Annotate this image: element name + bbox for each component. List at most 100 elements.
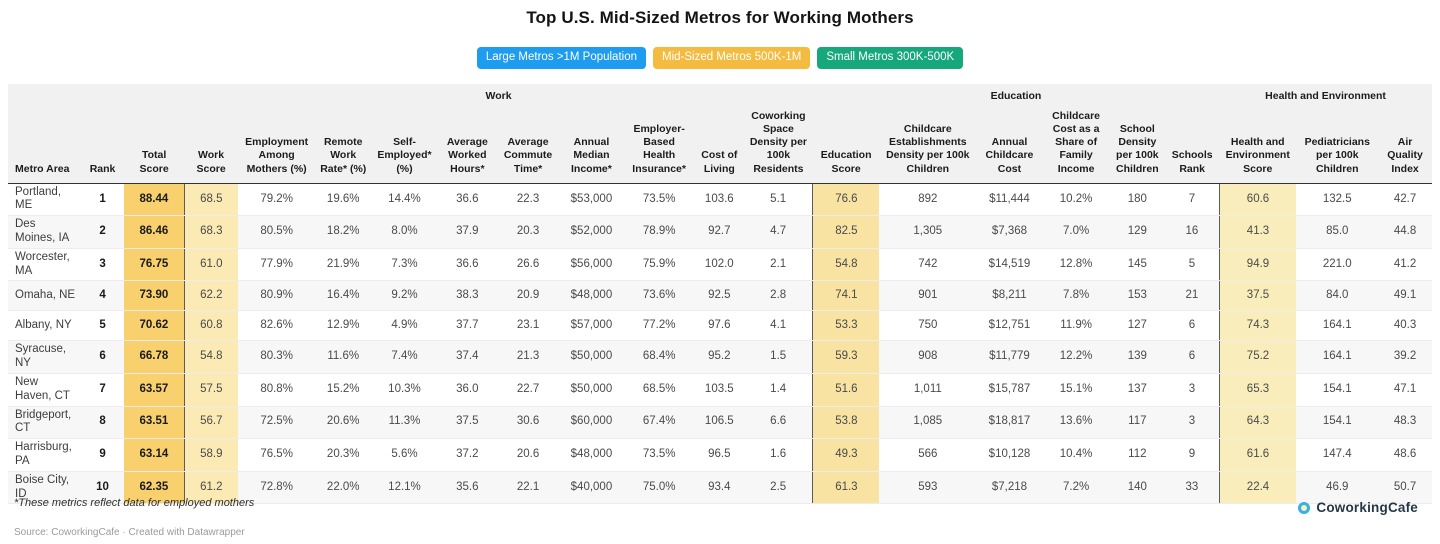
table-cell: 1,085 (879, 406, 977, 440)
column-header: Self-Employed* (%) (371, 108, 438, 184)
source-prefix: Source: (14, 527, 52, 538)
table-cell: 61.0 (183, 248, 238, 282)
source-name-link[interactable]: CoworkingCafe (51, 527, 120, 538)
table-cell: 36.6 (437, 183, 497, 217)
table-cell: 41.2 (1378, 248, 1432, 282)
table-cell: 15.1% (1042, 373, 1110, 407)
table-cell: 7.4% (371, 340, 438, 374)
column-header: Childcare Establishments Density per 100… (879, 108, 977, 184)
column-header: Coworking Space Density per 100k Residen… (744, 108, 813, 184)
table-cell: $8,211 (976, 280, 1043, 312)
table-cell: 4.7 (744, 215, 813, 249)
column-header: Total Score (124, 108, 185, 184)
table-cell: 20.6 (496, 438, 560, 472)
metro-area-cell: Bridgeport, CT (8, 406, 82, 440)
table-cell: 70.62 (124, 310, 185, 342)
datawrapper-credit-link[interactable]: Created with Datawrapper (128, 527, 245, 538)
coworkingcafe-logo-icon (1298, 501, 1311, 514)
column-header: Health and Environment Score (1219, 108, 1297, 184)
table-cell: 2.5 (744, 471, 813, 505)
table-body: Portland, ME 1 88.44 68.5 79.2% 19.6% 14.4% 36.… (8, 183, 1432, 505)
table-cell: 58.9 (183, 438, 238, 472)
table-cell: 46.9 (1296, 471, 1379, 505)
table-cell: 18.2% (315, 215, 372, 249)
table-cell: 95.2 (694, 340, 745, 374)
table-cell: 7.0% (1042, 215, 1110, 249)
column-group-header (8, 84, 185, 108)
column-header: Schools Rank (1165, 108, 1220, 184)
table-cell: $7,218 (976, 471, 1043, 505)
table-cell: 78.9% (623, 215, 695, 249)
table-cell: 5 (1165, 248, 1220, 282)
table-cell: 48.6 (1378, 438, 1432, 472)
coworkingcafe-logo[interactable]: CoworkingCafe (1298, 500, 1418, 515)
table-cell: $14,519 (976, 248, 1043, 282)
table-cell: 92.7 (694, 215, 745, 249)
table-cell: 137 (1109, 373, 1166, 407)
metro-area-cell: Worcester, MA (8, 248, 82, 282)
table-cell: 57.5 (183, 373, 238, 407)
metro-size-tabs: Large Metros >1M Population Mid-Sized Me… (0, 47, 1440, 69)
table-cell: 153 (1109, 280, 1166, 312)
table-cell: 86.46 (124, 215, 185, 249)
table-cell: 80.3% (237, 340, 316, 374)
table-cell: 62.2 (183, 280, 238, 312)
table-cell: $18,817 (976, 406, 1043, 440)
table-cell: 7.3% (371, 248, 438, 282)
table-cell: 75.9% (623, 248, 695, 282)
table-cell: 22.4 (1218, 471, 1297, 505)
table-cell: 60.8 (183, 310, 238, 342)
tab-small-metros[interactable]: Small Metros 300K-500K (817, 47, 964, 69)
table-cell: 47.1 (1378, 373, 1432, 407)
table-cell: 6.6 (744, 406, 813, 440)
table-header: Work Education Health and Environment Metro… (8, 84, 1432, 184)
source-separator: · (119, 527, 129, 538)
table-cell: 76.75 (124, 248, 185, 282)
page-title: Top U.S. Mid-Sized Metros for Working Mo… (526, 8, 914, 27)
table-cell: 106.5 (694, 406, 745, 440)
table-cell: 54.8 (812, 248, 880, 282)
table-cell: 1 (81, 183, 125, 217)
table-cell: 9 (1165, 438, 1220, 472)
table-cell: 23.1 (496, 310, 560, 342)
coworkingcafe-logo-text: CoworkingCafe (1316, 500, 1418, 515)
table-cell: 9.2% (371, 280, 438, 312)
table-cell: 38.3 (437, 280, 497, 312)
table-cell: 593 (879, 471, 977, 505)
table-cell: 37.9 (437, 215, 497, 249)
table-row: Portland, ME 1 88.44 68.5 79.2% 19.6% 14.4% 36.… (8, 183, 1432, 217)
table-cell: 10.3% (371, 373, 438, 407)
column-group-row: Work Education Health and Environment (8, 84, 1432, 108)
table-cell: 8.0% (371, 215, 438, 249)
table-cell: 26.6 (496, 248, 560, 282)
table-cell: 19.6% (315, 183, 372, 217)
table-cell: 102.0 (694, 248, 745, 282)
column-group-header: Education (812, 84, 1220, 108)
tab-large-metros[interactable]: Large Metros >1M Population (476, 47, 646, 69)
table-cell: 7 (1165, 183, 1220, 217)
tab-mid-sized-metros[interactable]: Mid-Sized Metros 500K-1M (653, 47, 811, 69)
metro-area-cell: Syracuse, NY (8, 340, 82, 374)
table-cell: 164.1 (1296, 310, 1379, 342)
table-cell: 12.9% (315, 310, 372, 342)
table-row: New Haven, CT 7 63.57 57.5 80.8% 15.2% 10.3% 36… (8, 373, 1432, 407)
table-cell: 56.7 (183, 406, 238, 440)
table-row: Albany, NY 5 70.62 60.8 82.6% 12.9% 4.9% 37.7 23… (8, 310, 1432, 342)
column-header: Metro Area (8, 108, 82, 184)
table-cell: 88.44 (124, 183, 185, 217)
table-cell: 3 (1165, 406, 1220, 440)
table-cell: $15,787 (976, 373, 1043, 407)
table-cell: 7 (81, 373, 125, 407)
table-cell: 61.6 (1218, 438, 1297, 472)
table-cell: 10 (81, 471, 125, 505)
table-cell: $48,000 (559, 438, 624, 472)
table-row: Worcester, MA 3 76.75 61.0 77.9% 21.9% 7.3% 36.… (8, 248, 1432, 282)
table-cell: 73.5% (623, 438, 695, 472)
table-cell: 85.0 (1296, 215, 1379, 249)
table-cell: 75.0% (623, 471, 695, 505)
table-cell: 73.6% (623, 280, 695, 312)
metro-area-cell: Omaha, NE (8, 280, 82, 312)
table-cell: 63.14 (124, 438, 185, 472)
table-cell: 41.3 (1218, 215, 1297, 249)
table-cell: 33 (1165, 471, 1220, 505)
